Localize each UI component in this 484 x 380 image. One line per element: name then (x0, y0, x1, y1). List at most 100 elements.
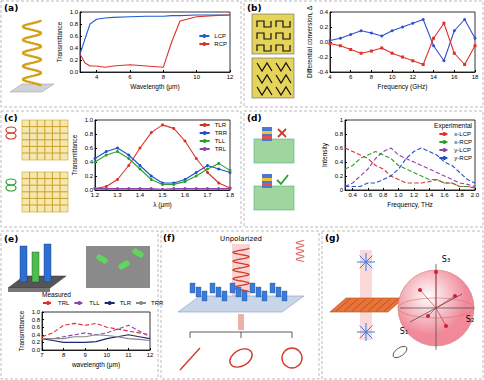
svg-text:1.2: 1.2 (91, 192, 100, 198)
svg-text:0.4: 0.4 (32, 332, 41, 338)
svg-text:7: 7 (40, 352, 44, 358)
svg-text:0.4: 0.4 (70, 45, 79, 51)
svg-text:1.5: 1.5 (158, 192, 167, 198)
svg-text:LCP: LCP (214, 33, 226, 39)
svg-text:16: 16 (451, 74, 458, 80)
svg-text:-0.4: -0.4 (318, 69, 329, 75)
svg-text:1.6: 1.6 (440, 192, 449, 198)
svg-text:(d): (d) (247, 113, 262, 123)
svg-text:wavelength (μm): wavelength (μm) (71, 361, 120, 369)
svg-text:TLL: TLL (89, 300, 100, 306)
svg-text:S₁: S₁ (400, 327, 408, 336)
svg-text:0: 0 (340, 187, 344, 193)
svg-text:0.8: 0.8 (70, 21, 79, 27)
svg-text:0.4: 0.4 (335, 159, 344, 165)
svg-text:1.0: 1.0 (85, 117, 94, 123)
svg-text:λ (μm): λ (μm) (153, 201, 172, 209)
svg-text:0.4: 0.4 (85, 159, 94, 165)
svg-text:12: 12 (147, 352, 154, 358)
svg-text:x-LCP: x-LCP (454, 131, 471, 137)
svg-text:1.7: 1.7 (203, 192, 212, 198)
svg-text:1.0: 1.0 (394, 192, 403, 198)
svg-text:Experimental: Experimental (434, 122, 472, 130)
svg-text:1.0: 1.0 (32, 309, 41, 315)
svg-text:RCP: RCP (214, 41, 227, 47)
svg-text:Wavelength (μm): Wavelength (μm) (130, 83, 179, 91)
svg-text:10: 10 (103, 352, 110, 358)
svg-text:0.0: 0.0 (70, 69, 79, 75)
svg-text:Transmittance: Transmittance (18, 310, 25, 351)
svg-text:9: 9 (84, 352, 88, 358)
svg-text:TLR: TLR (215, 122, 227, 128)
svg-text:10: 10 (193, 74, 200, 80)
svg-text:10: 10 (389, 74, 396, 80)
svg-text:12: 12 (227, 74, 234, 80)
svg-text:TRL: TRL (215, 146, 227, 152)
svg-text:0.2: 0.2 (85, 173, 94, 179)
svg-text:Transmittance: Transmittance (56, 21, 63, 62)
svg-text:6: 6 (349, 74, 353, 80)
svg-text:0.6: 0.6 (85, 145, 94, 151)
svg-text:1.4: 1.4 (425, 192, 434, 198)
svg-text:0.2: 0.2 (70, 57, 79, 63)
svg-text:(a): (a) (4, 3, 18, 13)
svg-text:0.6: 0.6 (70, 33, 79, 39)
svg-text:14: 14 (430, 74, 437, 80)
svg-text:(c): (c) (4, 113, 18, 123)
svg-text:0.4: 0.4 (320, 9, 329, 15)
svg-text:0.0: 0.0 (320, 39, 329, 45)
svg-text:Transmittance: Transmittance (71, 134, 78, 175)
svg-text:(g): (g) (325, 233, 340, 243)
svg-text:0.8: 0.8 (335, 131, 344, 137)
svg-text:0.2: 0.2 (32, 339, 41, 345)
svg-text:11: 11 (125, 352, 132, 358)
svg-text:Intensity: Intensity (321, 142, 329, 167)
svg-text:0.6: 0.6 (335, 145, 344, 151)
svg-text:8: 8 (62, 352, 66, 358)
svg-text:1.8: 1.8 (226, 192, 235, 198)
svg-text:Frequency, THz: Frequency, THz (387, 201, 433, 209)
svg-text:(f): (f) (163, 233, 175, 243)
svg-text:8: 8 (370, 74, 374, 80)
svg-text:0.4: 0.4 (348, 192, 357, 198)
svg-text:Frequency (GHz): Frequency (GHz) (378, 83, 428, 91)
svg-text:TLL: TLL (215, 138, 226, 144)
svg-text:0.6: 0.6 (32, 324, 41, 330)
svg-text:x-RCP: x-RCP (454, 139, 472, 145)
svg-text:4: 4 (95, 74, 99, 80)
svg-text:Differential conversion, Δ: Differential conversion, Δ (306, 5, 313, 78)
svg-text:0.8: 0.8 (32, 317, 41, 323)
svg-text:0.2: 0.2 (320, 24, 329, 30)
svg-text:1.3: 1.3 (113, 192, 122, 198)
svg-text:Unpolarized: Unpolarized (220, 235, 262, 243)
svg-text:y-RCP: y-RCP (454, 155, 472, 161)
svg-text:y-LCP: y-LCP (454, 147, 471, 153)
svg-text:1.6: 1.6 (181, 192, 190, 198)
svg-text:TLR: TLR (120, 300, 132, 306)
svg-text:4: 4 (328, 74, 332, 80)
svg-text:(b): (b) (247, 3, 262, 13)
svg-text:6: 6 (128, 74, 132, 80)
svg-text:TRR: TRR (151, 300, 164, 306)
svg-text:-0.2: -0.2 (318, 54, 329, 60)
svg-text:2.0: 2.0 (471, 192, 480, 198)
svg-text:TRL: TRL (58, 300, 70, 306)
svg-text:(e): (e) (4, 234, 18, 244)
svg-text:0.8: 0.8 (85, 131, 94, 137)
svg-text:1.8: 1.8 (456, 192, 465, 198)
svg-text:1.4: 1.4 (136, 192, 145, 198)
svg-text:8: 8 (162, 74, 166, 80)
svg-text:S₃: S₃ (442, 255, 450, 264)
svg-text:Measured: Measured (42, 291, 71, 298)
svg-text:TRR: TRR (215, 130, 228, 136)
svg-text:0.6: 0.6 (364, 192, 373, 198)
svg-text:1: 1 (340, 117, 344, 123)
svg-text:0.0: 0.0 (32, 347, 41, 353)
svg-text:12: 12 (410, 74, 417, 80)
svg-text:18: 18 (472, 74, 479, 80)
svg-text:1.2: 1.2 (410, 192, 419, 198)
svg-text:0.8: 0.8 (379, 192, 388, 198)
svg-text:S₂: S₂ (466, 315, 474, 324)
svg-text:1.0: 1.0 (70, 9, 79, 15)
svg-text:0.2: 0.2 (335, 173, 344, 179)
